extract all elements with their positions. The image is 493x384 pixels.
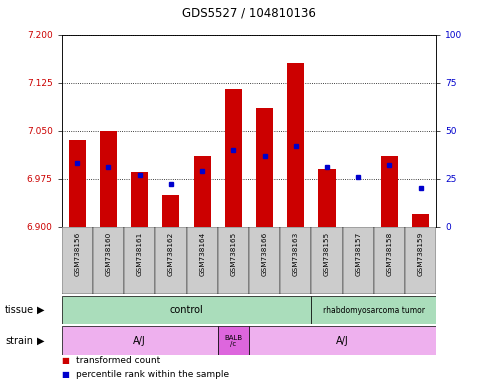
- Bar: [131, 172, 148, 227]
- Bar: [62, 326, 218, 355]
- Bar: [100, 131, 117, 227]
- Text: transformed count: transformed count: [76, 356, 161, 366]
- Text: GSM738159: GSM738159: [418, 232, 423, 276]
- Bar: [287, 63, 304, 227]
- Bar: [225, 89, 242, 227]
- Bar: [194, 156, 211, 227]
- Text: GSM738160: GSM738160: [106, 232, 111, 276]
- Bar: [318, 169, 336, 227]
- Bar: [186, 227, 218, 294]
- Text: A/J: A/J: [336, 336, 349, 346]
- Bar: [62, 296, 312, 324]
- Bar: [155, 227, 186, 294]
- Bar: [256, 108, 273, 227]
- Text: percentile rank within the sample: percentile rank within the sample: [76, 370, 230, 379]
- Text: ■: ■: [62, 370, 70, 379]
- Text: GSM738163: GSM738163: [293, 232, 299, 276]
- Text: control: control: [170, 305, 204, 315]
- Text: ▶: ▶: [37, 305, 44, 315]
- Bar: [374, 227, 405, 294]
- Bar: [218, 227, 249, 294]
- Text: GSM738166: GSM738166: [262, 232, 268, 276]
- Text: BALB
/c: BALB /c: [224, 335, 243, 347]
- Bar: [124, 227, 155, 294]
- Text: GSM738164: GSM738164: [199, 232, 205, 276]
- Text: GDS5527 / 104810136: GDS5527 / 104810136: [182, 6, 316, 19]
- Text: A/J: A/J: [133, 336, 146, 346]
- Text: tissue: tissue: [5, 305, 34, 315]
- Bar: [249, 326, 436, 355]
- Text: GSM738162: GSM738162: [168, 232, 174, 276]
- Bar: [69, 140, 86, 227]
- Bar: [218, 326, 249, 355]
- Bar: [162, 195, 179, 227]
- Text: strain: strain: [5, 336, 33, 346]
- Text: GSM738155: GSM738155: [324, 232, 330, 276]
- Bar: [62, 227, 93, 294]
- Bar: [312, 227, 343, 294]
- Bar: [312, 296, 436, 324]
- Text: GSM738165: GSM738165: [230, 232, 236, 276]
- Bar: [343, 227, 374, 294]
- Text: GSM738158: GSM738158: [387, 232, 392, 276]
- Bar: [93, 227, 124, 294]
- Bar: [405, 227, 436, 294]
- Text: ■: ■: [62, 356, 70, 366]
- Bar: [381, 156, 398, 227]
- Bar: [249, 227, 280, 294]
- Text: GSM738157: GSM738157: [355, 232, 361, 276]
- Text: GSM738156: GSM738156: [74, 232, 80, 276]
- Text: ▶: ▶: [37, 336, 44, 346]
- Text: rhabdomyosarcoma tumor: rhabdomyosarcoma tumor: [323, 306, 425, 314]
- Bar: [280, 227, 312, 294]
- Bar: [412, 214, 429, 227]
- Text: GSM738161: GSM738161: [137, 232, 142, 276]
